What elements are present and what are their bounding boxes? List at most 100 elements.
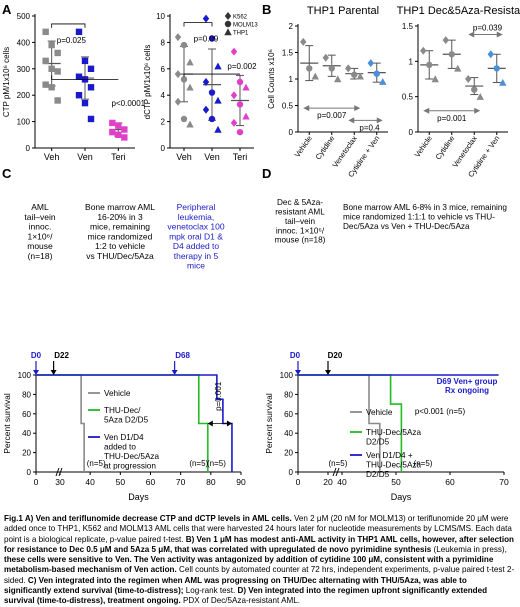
legend-marker (224, 28, 232, 36)
data-point (75, 92, 83, 99)
legend-label: MOLM13 (233, 23, 258, 29)
legend-label: THU-Dec/5Aza D2/D5 (366, 428, 421, 446)
significance-bracket (51, 23, 86, 28)
data-point (373, 70, 380, 77)
arrow-head (468, 31, 475, 38)
x-tick-label: 80 (206, 477, 216, 487)
p-value-label: p<0.001 (n=5) (415, 407, 466, 416)
y-tick-label: 2 (289, 22, 294, 31)
y-tick-label: 100 (18, 371, 32, 380)
annotation-d69: D69 Ven+ group Rx ongoing (437, 377, 498, 395)
annotation-venetoclax: Peripheral leukemia, venetoclax 100 mpk ora… (167, 202, 224, 271)
data-point (54, 97, 61, 104)
data-point (356, 72, 364, 80)
data-point (230, 91, 238, 100)
data-point (448, 51, 455, 58)
p-value-label: p=0.039 (473, 23, 503, 32)
p-value-label: p<0.0001 (112, 99, 146, 108)
y-tick-label: 0 (289, 468, 294, 477)
data-point (54, 49, 61, 57)
y-tick-label: 1.5 (402, 22, 414, 31)
y-tick-label: 10 (156, 12, 165, 21)
axis-break (58, 467, 63, 477)
chart-b-parental: 0 0.5 1 1.5 2 Cell Counts x10⁶ THP1 Parental Ve… (267, 5, 388, 179)
data-point (174, 33, 182, 42)
y-tick-label: 0 (161, 144, 166, 153)
x-tick-label: Veh (176, 152, 192, 162)
y-tick-label: 0.5 (282, 102, 294, 111)
data-point (306, 65, 313, 72)
x-tick-label: 30 (55, 477, 65, 487)
legend-marker (224, 12, 232, 20)
data-point (121, 134, 128, 141)
y-tick-label: 20 (22, 449, 31, 458)
p-value-label: p=0.001 (437, 114, 467, 123)
x-tick-label: 40 (337, 477, 347, 487)
caption-a-body: Ven 2 μM (20 nM for MOLM13) or terifluno… (4, 514, 512, 544)
y-tick-label: 0.5 (402, 93, 414, 102)
y-tick-label: 200 (17, 91, 31, 100)
arrow-head (303, 105, 310, 112)
data-point (465, 75, 472, 83)
annotation-innoculation: Dec & 5Aza-resistant AML tail–vein innoc. … (275, 198, 326, 245)
y-tick-label: 0 (26, 144, 31, 153)
y-tick-label: 2 (161, 118, 166, 127)
day-label: D22 (54, 351, 69, 360)
y-axis-label: Percent survival (2, 393, 12, 454)
caption-b-ref: (Leukemia in press), (431, 544, 507, 554)
data-point (236, 128, 244, 136)
data-point (499, 78, 507, 86)
data-point (202, 14, 210, 23)
y-tick-label: 100 (280, 371, 294, 380)
figure-caption: Fig.1 A) Ven and teriflunomide decrease … (4, 514, 516, 607)
data-point (426, 61, 433, 69)
y-tick-label: 300 (17, 65, 31, 74)
p-value-label: p=0.025 (57, 36, 87, 45)
data-point (180, 41, 188, 49)
x-tick-label: Teri (111, 152, 126, 162)
legend-marker (224, 20, 232, 28)
data-point (471, 86, 478, 93)
axis-break (332, 467, 337, 477)
p-value-label: p=0.007 (317, 111, 347, 120)
x-tick-label: 50 (116, 477, 126, 487)
x-tick-label: Vehicle (293, 134, 314, 159)
axis-break (335, 467, 340, 477)
data-point (48, 41, 55, 49)
data-point (115, 122, 122, 129)
y-tick-label: 0 (27, 468, 32, 477)
panel-letter-d: D (262, 166, 271, 181)
arrow-head (348, 117, 355, 124)
y-tick-label: 400 (17, 38, 31, 47)
data-point (42, 57, 49, 65)
annotation-innoculation: AML tail–vein innoc. 1×10⁶/mouse (n=18) (24, 202, 55, 261)
arrow-head (496, 31, 503, 38)
y-tick-label: 40 (284, 429, 293, 438)
caption-b-title: B) Ven 1 μM has modest anti-AML activity… (4, 534, 514, 554)
arrow-head (376, 117, 383, 124)
n-label: (n=5) (328, 459, 347, 468)
arrow-head (423, 107, 430, 114)
chart-a-dctp: 0 2 4 6 8 10 dCTP pM/1x10⁶ cells Veh Ven Teri p=0.… (143, 12, 258, 162)
y-tick-label: 80 (284, 390, 293, 399)
x-tick-label: Vehicle (413, 134, 434, 159)
chart-title: THP1 Dec&5Aza-Resistant (397, 5, 520, 17)
panel-letter-b: B (262, 2, 271, 17)
caption-b-body: Cell counts by automated counter at 72 h… (4, 565, 515, 585)
data-point (351, 71, 358, 78)
data-point (208, 115, 216, 123)
y-axis-label: Percent survival (264, 393, 274, 454)
data-point (214, 125, 222, 133)
arrow-head (50, 370, 57, 375)
caption-a-title: Fig.1 A) Ven and teriflunomide decrease … (4, 514, 292, 523)
data-point (454, 64, 462, 72)
y-tick-label: 100 (17, 118, 31, 127)
data-point (334, 75, 342, 83)
data-point (311, 72, 319, 80)
arrow-head (354, 105, 361, 112)
day-label: D0 (290, 351, 301, 360)
caption-d-body: PDX of Dec/5Aza-resistant AML. (180, 596, 300, 606)
legend-label: Ven D1/D4 + THU-Dec/5Aza D2/D5 (366, 451, 421, 479)
x-tick-label: 40 (85, 477, 95, 487)
